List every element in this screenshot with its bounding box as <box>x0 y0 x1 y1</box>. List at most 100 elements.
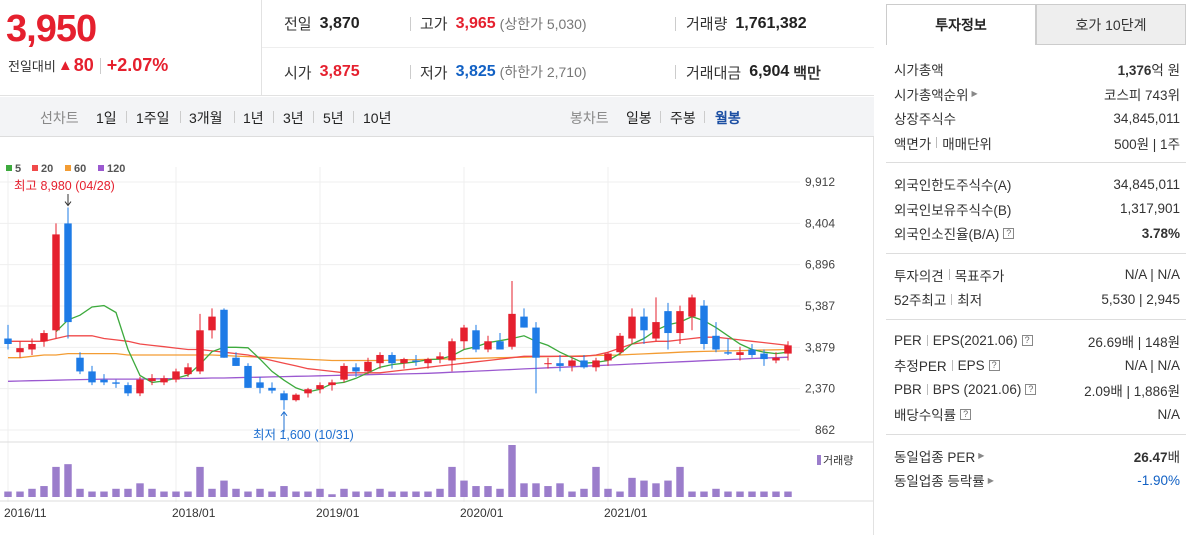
candle-body <box>760 353 768 360</box>
candle-body <box>784 345 792 354</box>
legend-swatch <box>65 165 71 171</box>
info-key: PER <box>894 333 922 348</box>
volume-bar <box>568 491 576 497</box>
volume-bar <box>424 491 432 497</box>
period-3y[interactable]: 3년 <box>283 110 304 126</box>
info-key: 투자의견 <box>894 268 944 284</box>
candle-body <box>436 356 444 360</box>
divider <box>410 65 411 79</box>
candle-body <box>112 382 120 384</box>
period-1d[interactable]: 1일 <box>96 110 117 126</box>
valuation-row: PER EPS(2021.06)? 26.69배 | 148원 <box>894 330 1180 352</box>
candle-body <box>640 316 648 331</box>
volume-bar <box>268 491 276 497</box>
y-tick-label: 2,370 <box>805 382 835 396</box>
info-key: 동일업종 등락률 <box>894 474 985 489</box>
volume-bar <box>736 491 744 497</box>
candle-body <box>736 352 744 355</box>
stats-row-2: 시가 3,875 저가 3,825 (하한가 2,710) 거래대금 6,904… <box>262 48 874 96</box>
open-price: 시가 3,875 <box>284 62 360 83</box>
prev-close: 전일 3,870 <box>284 13 360 34</box>
candle-daily[interactable]: 일봉 <box>626 110 652 126</box>
volume-bar <box>316 488 324 497</box>
help-icon[interactable]: ? <box>1021 335 1033 346</box>
divider <box>660 111 661 123</box>
candle-body <box>16 348 24 353</box>
chevron-right-icon[interactable]: ▶ <box>987 475 994 485</box>
volume-bar <box>328 494 336 497</box>
tab-order-book[interactable]: 호가 10단계 <box>1036 4 1186 45</box>
legend-label: 5 <box>15 163 21 175</box>
candle-body <box>664 311 672 334</box>
candle-chart-label: 봉차트 <box>570 110 609 126</box>
candle-body <box>196 330 204 372</box>
volume-bar <box>496 488 504 497</box>
candle-body <box>472 330 480 350</box>
chevron-right-icon[interactable]: ▶ <box>971 89 978 98</box>
volume-bar <box>208 488 216 497</box>
info-key: 52주최고 <box>894 293 947 308</box>
volume-bar <box>484 486 492 497</box>
period-3m[interactable]: 3개월 <box>189 110 223 126</box>
ma20-line <box>8 335 789 374</box>
volume-bar <box>724 491 732 497</box>
candle-body <box>244 365 252 388</box>
x-tick-label: 2018/01 <box>172 506 216 520</box>
candle-body <box>220 309 228 358</box>
divider <box>675 16 676 31</box>
volume-bar <box>52 466 60 497</box>
volume-bar <box>472 486 480 497</box>
candle-body <box>424 359 432 364</box>
industry-row: 동일업종 등락률 ▶ -1.90% <box>894 469 1180 491</box>
stock-chart[interactable]: 9,912 8,404 6,896 5,387 3,879 2,370 862 2016/11… <box>0 137 874 535</box>
x-tick-label: 2016/11 <box>4 506 47 520</box>
help-icon[interactable]: ? <box>988 359 1000 371</box>
price-summary: 3,950 전일대비 ▲ 80 +2.07% <box>0 0 262 96</box>
period-10y[interactable]: 10년 <box>363 110 392 126</box>
info-value: 500원 | 1주 <box>1114 136 1180 152</box>
candle-body <box>184 367 192 375</box>
candle-body <box>628 316 636 339</box>
candle-body <box>508 313 516 347</box>
candle-body <box>340 365 348 380</box>
candle-monthly[interactable]: 월봉 <box>715 110 741 126</box>
candle-body <box>40 333 48 342</box>
chevron-right-icon[interactable]: ▶ <box>978 451 985 460</box>
info-value: 26.47배 <box>1133 449 1180 465</box>
info-key: 최저 <box>957 293 983 308</box>
candle-body <box>100 379 108 383</box>
y-tick-label: 6,896 <box>805 258 835 272</box>
candle-body <box>76 357 84 372</box>
info-key: PBR <box>894 382 922 397</box>
volume-bar <box>220 480 228 497</box>
foreign-info-row: 외국인보유주식수(B) 1,317,901 <box>894 198 1180 220</box>
volume-bar <box>580 488 588 497</box>
low-label: 저가 <box>420 64 448 82</box>
candle-body <box>388 354 396 364</box>
volume-bar <box>532 483 540 497</box>
help-icon[interactable]: ? <box>960 408 972 420</box>
high-annotation: 최고 8,980 (04/28) <box>14 179 115 193</box>
period-1y[interactable]: 1년 <box>243 110 264 126</box>
tab-investment-info[interactable]: 투자정보 <box>886 4 1036 45</box>
info-tabs: 투자정보 호가 10단계 <box>886 4 1186 45</box>
volume-bar <box>280 486 288 497</box>
info-key: 목표주가 <box>954 268 1005 284</box>
help-icon[interactable]: ? <box>1025 384 1037 395</box>
info-value: 1,317,901 <box>1119 201 1180 216</box>
volume-bar <box>64 464 72 497</box>
volume-bar <box>232 488 240 497</box>
high-price: 고가 3,965 (상한가 5,030) <box>420 13 587 34</box>
volume-bar <box>100 491 108 497</box>
help-icon[interactable]: ? <box>1003 227 1015 239</box>
candle-body <box>592 360 600 368</box>
divider <box>234 111 235 123</box>
volume-bar <box>376 488 384 497</box>
volume-bar <box>652 483 660 497</box>
low-price: 저가 3,825 (하한가 2,710) <box>420 62 587 83</box>
candle-weekly[interactable]: 주봉 <box>670 110 696 126</box>
volume-bar <box>772 491 780 497</box>
period-1w[interactable]: 1주일 <box>136 110 170 126</box>
volume-bar <box>592 466 600 497</box>
period-5y[interactable]: 5년 <box>323 110 344 126</box>
